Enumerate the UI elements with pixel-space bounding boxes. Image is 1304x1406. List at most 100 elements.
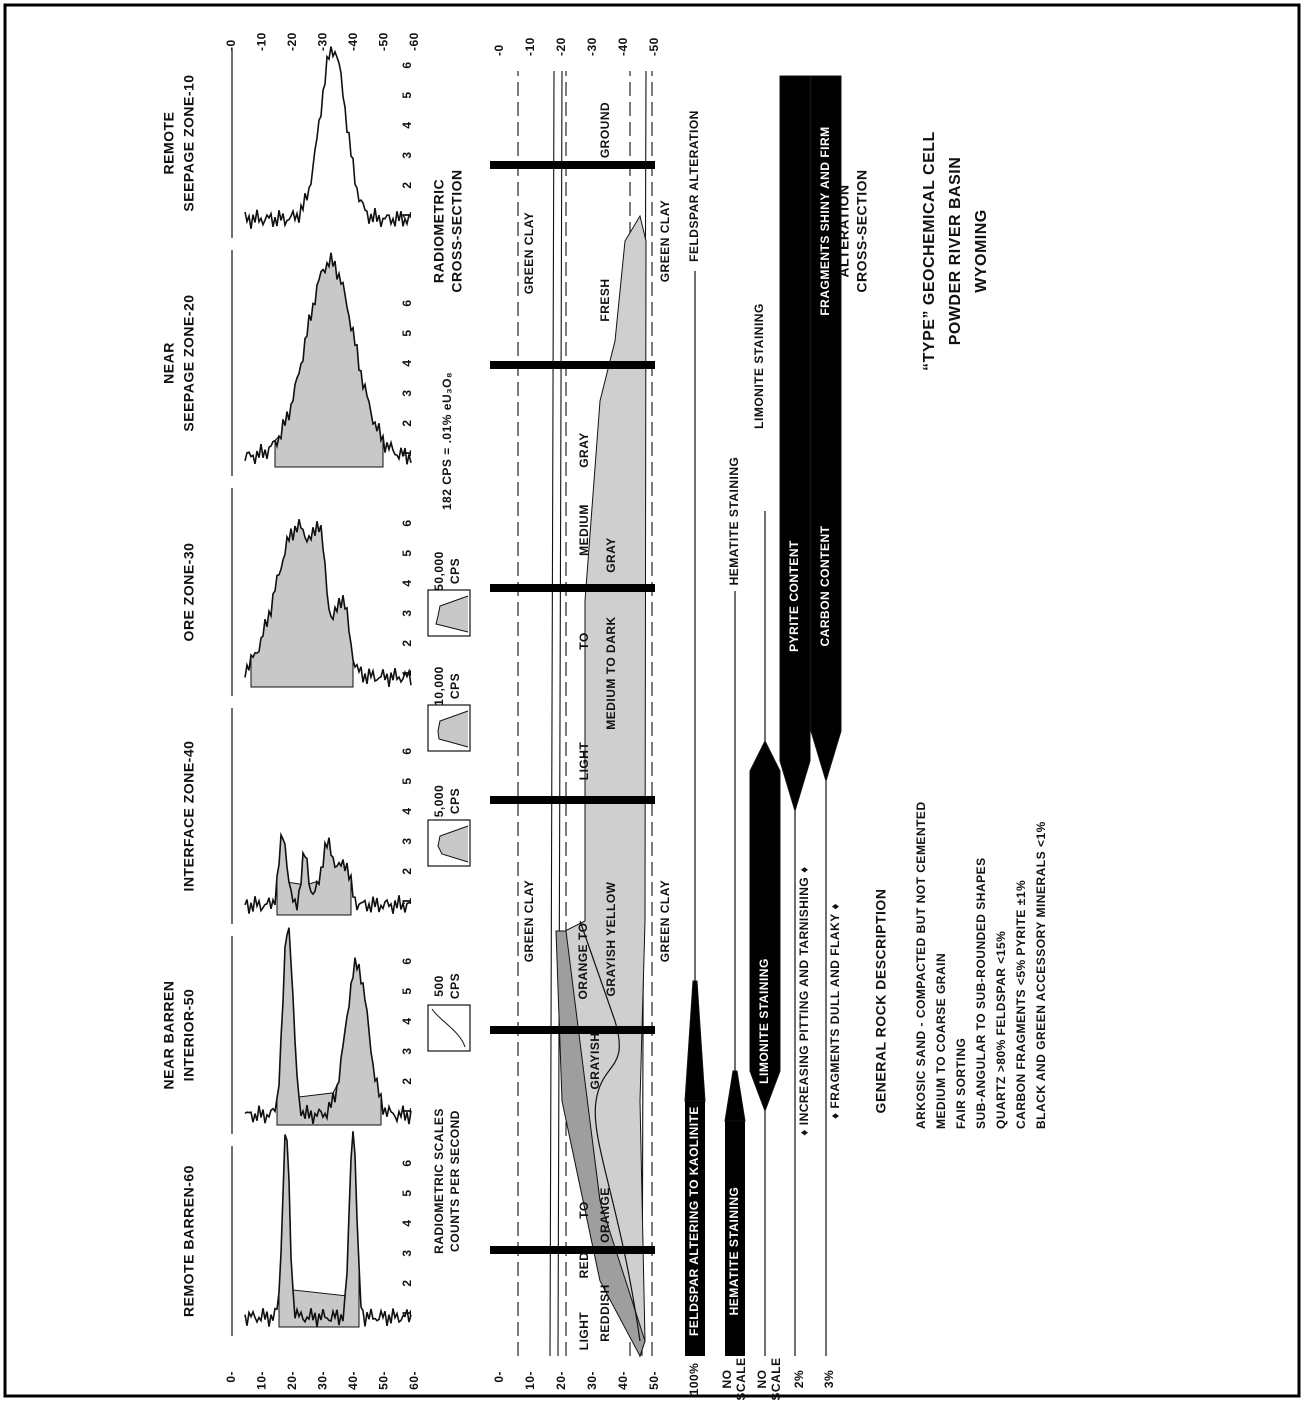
rock-line: QUARTZ >80% FELDSPAR <15%: [994, 931, 1008, 1129]
figure-title: POWDER RIVER BASIN: [947, 157, 964, 346]
count-tick: 3: [400, 151, 414, 158]
section-label: RED: [577, 1252, 591, 1279]
scale-note: SCALE: [769, 1357, 783, 1400]
scale-note: NO: [720, 1370, 734, 1389]
count-tick: 3: [400, 837, 414, 844]
ore-body: [565, 216, 646, 1356]
section-label: GRAYISH: [588, 1032, 602, 1089]
rock-line: FAIR SORTING: [954, 1038, 968, 1129]
count-tick: 6: [400, 299, 414, 306]
scale-curve: [438, 826, 468, 862]
count-tick: 6: [400, 61, 414, 68]
rock-line: BLACK AND GREEN ACCESSORY MINERALS <1%: [1034, 821, 1048, 1129]
panel-title: NEAR BARREN: [161, 981, 177, 1090]
section-title: RADIOMETRIC: [431, 179, 447, 283]
depth-tick: 30-: [585, 1371, 599, 1390]
section-label: GREEN CLAY: [658, 880, 672, 963]
count-tick: 6: [400, 747, 414, 754]
count-tick: 4: [400, 579, 414, 586]
drill-hole: [490, 1026, 655, 1034]
section-label: GREEN CLAY: [522, 212, 536, 295]
scale-note: 2%: [792, 1370, 806, 1388]
section-label: TO: [577, 1201, 591, 1218]
scales-title: RADIOMETRIC SCALES: [432, 1108, 446, 1254]
scale-curve: [438, 711, 468, 747]
section-label: MEDIUM: [577, 504, 591, 556]
bar-label: FRAGMENTS SHINY AND FIRM: [818, 126, 832, 315]
count-tick: 3: [400, 1047, 414, 1054]
depth-tick: 60-: [407, 1371, 421, 1390]
scale-label: CPS: [448, 673, 462, 699]
depth-tick: 30-: [316, 1371, 330, 1390]
panel-title: REMOTE: [161, 112, 177, 175]
bar-label: HEMATITE STAINING: [727, 1187, 741, 1316]
count-tick: 2: [400, 867, 414, 874]
depth-tick: 40-: [616, 1371, 630, 1390]
depth-tick: -30: [585, 37, 599, 56]
depth-tick: 0-: [224, 1371, 238, 1383]
trace-fill: [277, 928, 381, 1125]
depth-tick: -40: [616, 37, 630, 56]
depth-tick: -60: [407, 32, 421, 51]
clay-line: [558, 71, 562, 1356]
rock-line: ARKOSIC SAND - COMPACTED BUT NOT CEMENTE…: [914, 801, 928, 1129]
bar-label: PYRITE CONTENT: [787, 540, 801, 652]
count-tick: 4: [400, 359, 414, 366]
depth-tick: 40-: [346, 1371, 360, 1390]
count-tick: 4: [400, 121, 414, 128]
scale-note: 3%: [822, 1370, 836, 1388]
alteration-taper: [685, 981, 705, 1101]
rock-line: MEDIUM TO COARSE GRAIN: [934, 953, 948, 1129]
scale-label: CPS: [448, 558, 462, 584]
count-tick: 5: [400, 1189, 414, 1196]
depth-tick: -10: [523, 37, 537, 56]
drill-hole: [490, 584, 655, 592]
count-tick: 4: [400, 807, 414, 814]
bar-end-label: ♦ INCREASING PITTING AND TARNISHING ♦: [797, 866, 811, 1135]
bar-end-label: FELDSPAR ALTERATION: [687, 110, 701, 262]
count-tick: 3: [400, 389, 414, 396]
count-tick: 5: [400, 91, 414, 98]
scale-label: 50,000: [432, 551, 446, 591]
section-label: MEDIUM TO DARK: [604, 616, 618, 729]
drill-hole: [490, 161, 655, 169]
panel-title: NEAR: [161, 342, 177, 384]
bar-end-label: HEMATITE STAINING: [727, 457, 741, 586]
bar-end-label: LIMONITE STAINING: [752, 303, 766, 429]
count-tick: 2: [400, 1077, 414, 1084]
section-label: REDDISH: [598, 1284, 612, 1342]
scale-curve: [436, 596, 468, 632]
depth-tick: -20: [285, 32, 299, 51]
count-tick: 6: [400, 957, 414, 964]
depth-tick: 20-: [285, 1371, 299, 1390]
drill-hole: [490, 1246, 655, 1254]
scale-label: CPS: [448, 788, 462, 814]
section-label: ORANGE TO: [576, 923, 590, 1000]
depth-tick: -0: [492, 44, 506, 56]
section-label: FRESH: [598, 278, 612, 321]
depth-tick: -50: [377, 32, 391, 51]
bar-label: LIMONITE STAINING: [757, 958, 771, 1084]
depth-tick: -40: [346, 32, 360, 51]
depth-tick: 10-: [523, 1371, 537, 1390]
section-label: GREEN CLAY: [658, 200, 672, 283]
scale-label: 500: [432, 975, 446, 997]
scale-note: NO: [755, 1370, 769, 1389]
section-label: GROUND: [598, 102, 612, 158]
conversion-note: 182 CPS = .01% eU₃O₈: [440, 372, 454, 510]
bar-label: FELDSPAR ALTERING TO KAOLINITE: [687, 1106, 701, 1336]
section-label: GRAY: [604, 537, 618, 573]
depth-tick: 50-: [377, 1371, 391, 1390]
section-label: ORANGE: [598, 1187, 612, 1243]
depth-tick: 20-: [554, 1371, 568, 1390]
drill-hole: [490, 796, 655, 804]
section-label: TO: [577, 632, 591, 649]
count-tick: 3: [400, 1249, 414, 1256]
drill-hole: [490, 361, 655, 369]
count-tick: 5: [400, 777, 414, 784]
section-label: LIGHT: [577, 742, 591, 781]
count-tick: 5: [400, 549, 414, 556]
depth-tick: 50-: [647, 1371, 661, 1390]
depth-tick: 0-: [492, 1371, 506, 1383]
depth-tick: -0: [224, 39, 238, 51]
